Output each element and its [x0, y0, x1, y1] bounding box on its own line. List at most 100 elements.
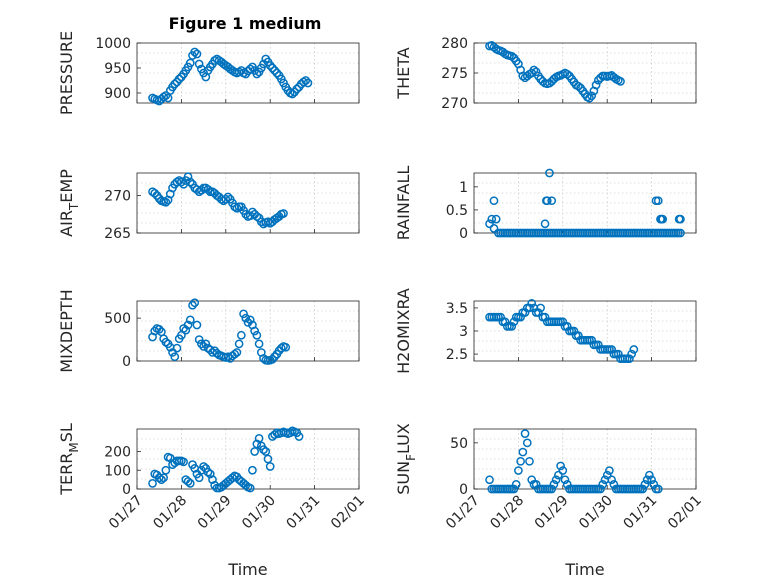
data-point: [489, 224, 499, 233]
data-point: [243, 318, 253, 327]
data-point: [185, 479, 195, 488]
data-point: [183, 477, 193, 486]
data-point: [602, 470, 612, 480]
data-point: [270, 352, 279, 362]
data-point: [562, 480, 572, 489]
data-point: [185, 315, 195, 325]
x-tick-label: 01/28: [487, 493, 527, 533]
data-point: [265, 462, 275, 471]
data-point: [534, 308, 543, 317]
data-point: [487, 214, 497, 224]
x-tick-label: 01/28: [150, 493, 190, 533]
data-point: [281, 342, 291, 352]
data-point: [288, 89, 297, 99]
y-tick-label: 0.5: [446, 203, 468, 219]
data-point: [294, 432, 304, 441]
data-point: [549, 480, 559, 489]
series-points: [148, 47, 313, 106]
data-point: [192, 320, 202, 330]
data-point: [170, 352, 180, 362]
data-point: [509, 484, 519, 494]
data-point: [531, 67, 541, 77]
axes-frame: [473, 172, 697, 234]
data-point: [250, 326, 260, 336]
data-point: [190, 47, 200, 57]
data-point: [248, 207, 257, 217]
data-point: [201, 339, 211, 349]
data-point: [223, 192, 233, 202]
y-tick-label: 3: [459, 324, 468, 340]
data-point: [179, 457, 188, 467]
subplot-theta: 270 275 280 THETA: [394, 36, 697, 112]
data-point: [161, 337, 171, 347]
data-point: [514, 466, 523, 475]
data-point: [642, 475, 652, 485]
data-point: [507, 51, 517, 61]
data-point: [183, 172, 193, 182]
data-point: [161, 197, 171, 207]
data-point: [616, 77, 625, 86]
data-point: [148, 479, 157, 488]
data-point: [252, 439, 262, 449]
subplot-mixdepth: 0 500 MIXDEPTH: [57, 289, 360, 373]
data-point: [234, 339, 244, 349]
y-tick-label: 0: [122, 482, 131, 498]
data-point: [647, 475, 656, 485]
data-point: [520, 308, 530, 317]
data-point: [674, 214, 684, 224]
data-point: [185, 58, 195, 68]
y-axis-label: H2OMIXRA: [394, 288, 413, 374]
y-tick-label: 100: [104, 463, 131, 479]
x-axis-label: Time: [564, 560, 604, 579]
data-point: [268, 63, 277, 73]
data-point: [573, 81, 583, 91]
data-point: [170, 79, 180, 89]
data-point: [248, 465, 257, 475]
subplot-sun-flux: 0 50 SUNFLUX 01/27 01/28 01/29 01/30 01/31 02/01…: [394, 423, 705, 579]
data-point: [183, 320, 193, 330]
data-point: [531, 480, 541, 489]
data-point: [529, 65, 539, 75]
data-point: [252, 330, 262, 340]
data-point: [516, 456, 525, 466]
data-point: [542, 196, 551, 206]
data-point: [192, 49, 202, 59]
data-point: [509, 317, 519, 327]
y-axis-label: THETA: [394, 47, 413, 99]
data-point: [272, 68, 282, 78]
data-point: [547, 196, 557, 206]
series-points: [148, 426, 304, 493]
data-point: [536, 303, 545, 313]
data-point: [239, 309, 248, 319]
data-point: [181, 325, 191, 335]
data-point: [605, 466, 614, 475]
y-axis-label: RAINFALL: [394, 166, 413, 241]
subplot-h2omixra: 2.5 3 3.5 H2OMIXRA: [394, 288, 697, 374]
data-point: [587, 91, 597, 101]
data-point: [522, 438, 532, 448]
subplot-rainfall: 0 0.5 1 RAINFALL: [394, 166, 697, 242]
data-point: [268, 354, 277, 364]
data-point: [259, 445, 268, 454]
series-points: [485, 298, 639, 364]
y-tick-label: 1000: [95, 36, 131, 52]
data-point: [252, 69, 262, 79]
data-point: [598, 480, 608, 489]
data-point: [161, 465, 171, 475]
data-point: [527, 475, 537, 485]
data-point: [205, 469, 215, 479]
data-point: [554, 470, 563, 480]
data-point: [525, 456, 534, 466]
data-point: [161, 91, 171, 100]
x-axis-label: Time: [227, 560, 267, 579]
data-point: [560, 475, 570, 485]
data-point: [507, 322, 517, 331]
data-point: [250, 447, 260, 456]
data-point: [485, 219, 494, 229]
y-tick-label: 500: [104, 311, 131, 327]
data-point: [516, 312, 525, 322]
y-tick-label: 50: [450, 436, 468, 452]
x-tick-label: 01/29: [195, 493, 235, 533]
data-point: [489, 196, 499, 206]
